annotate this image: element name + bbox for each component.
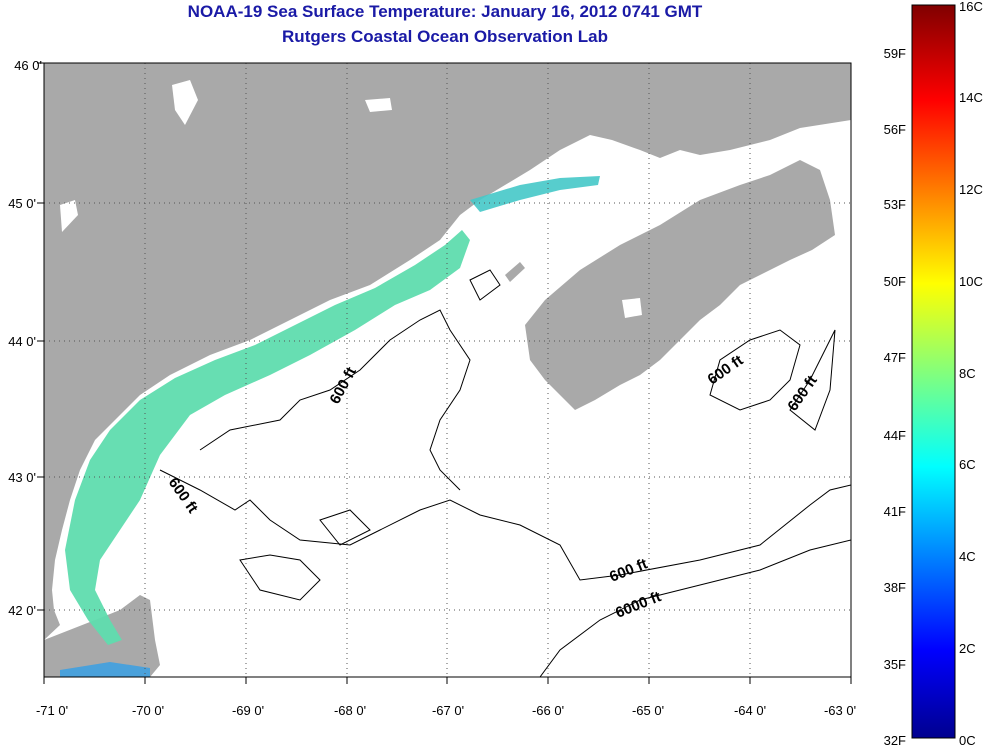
lat-label: 44 0' bbox=[8, 334, 36, 349]
lon-label: -64 0' bbox=[734, 703, 766, 718]
colorbar-label-f: 41F bbox=[884, 504, 906, 519]
land-nova-scotia bbox=[525, 160, 835, 410]
colorbar-label-f: 47F bbox=[884, 350, 906, 365]
colorbar-label-f: 59F bbox=[884, 46, 906, 61]
land-new-england bbox=[44, 63, 851, 640]
colorbar-label-f: 56F bbox=[884, 122, 906, 137]
colorbar-label-c: 8C bbox=[959, 366, 976, 381]
colorbar-label-c: 0C bbox=[959, 733, 976, 748]
colorbar bbox=[911, 4, 956, 739]
lon-label: -66 0' bbox=[532, 703, 564, 718]
map-subtitle: Rutgers Coastal Ocean Observation Lab bbox=[282, 27, 608, 46]
colorbar-label-f: 44F bbox=[884, 428, 906, 443]
map-title: NOAA-19 Sea Surface Temperature: January… bbox=[187, 2, 703, 21]
lon-label: -70 0' bbox=[132, 703, 164, 718]
lake bbox=[622, 298, 642, 318]
lon-label: -68 0' bbox=[334, 703, 366, 718]
colorbar-label-f: 53F bbox=[884, 197, 906, 212]
axis-ticks bbox=[37, 62, 852, 684]
lake bbox=[172, 80, 198, 125]
lat-label: 42 0' bbox=[8, 603, 36, 618]
lake bbox=[365, 98, 392, 112]
colorbar-label-f: 38F bbox=[884, 580, 906, 595]
lon-label: -69 0' bbox=[232, 703, 264, 718]
colorbar-fahrenheit-labels: 59F 56F 53F 50F 47F 44F 41F 38F 35F 32F bbox=[884, 46, 906, 748]
colorbar-label-c: 10C bbox=[959, 274, 983, 289]
lat-label: 43 0' bbox=[8, 470, 36, 485]
colorbar-label-c: 12C bbox=[959, 182, 983, 197]
lon-label: -63 0' bbox=[824, 703, 856, 718]
lon-label: -65 0' bbox=[632, 703, 664, 718]
colorbar-celsius-labels: 16C 14C 12C 10C 8C 6C 4C 2C 0C bbox=[959, 0, 983, 748]
bathymetry-contours bbox=[159, 269, 851, 677]
lon-label: -71 0' bbox=[36, 703, 68, 718]
lat-label: 45 0' bbox=[8, 196, 36, 211]
sst-cape-patch bbox=[60, 662, 150, 677]
colorbar-label-c: 6C bbox=[959, 457, 976, 472]
colorbar-label-c: 4C bbox=[959, 549, 976, 564]
lon-label: -67 0' bbox=[432, 703, 464, 718]
colorbar-label-c: 14C bbox=[959, 90, 983, 105]
sst-coastal-band bbox=[65, 230, 470, 645]
colorbar-label-f: 35F bbox=[884, 657, 906, 672]
land-island bbox=[505, 262, 525, 282]
colorbar-label-f: 32F bbox=[884, 733, 906, 748]
colorbar-label-f: 50F bbox=[884, 274, 906, 289]
colorbar-label-c: 2C bbox=[959, 641, 976, 656]
colorbar-label-c: 16C bbox=[959, 0, 983, 14]
lake bbox=[60, 200, 78, 232]
sst-coastal-patch bbox=[470, 176, 600, 212]
lat-label: 46 0' bbox=[14, 58, 42, 73]
